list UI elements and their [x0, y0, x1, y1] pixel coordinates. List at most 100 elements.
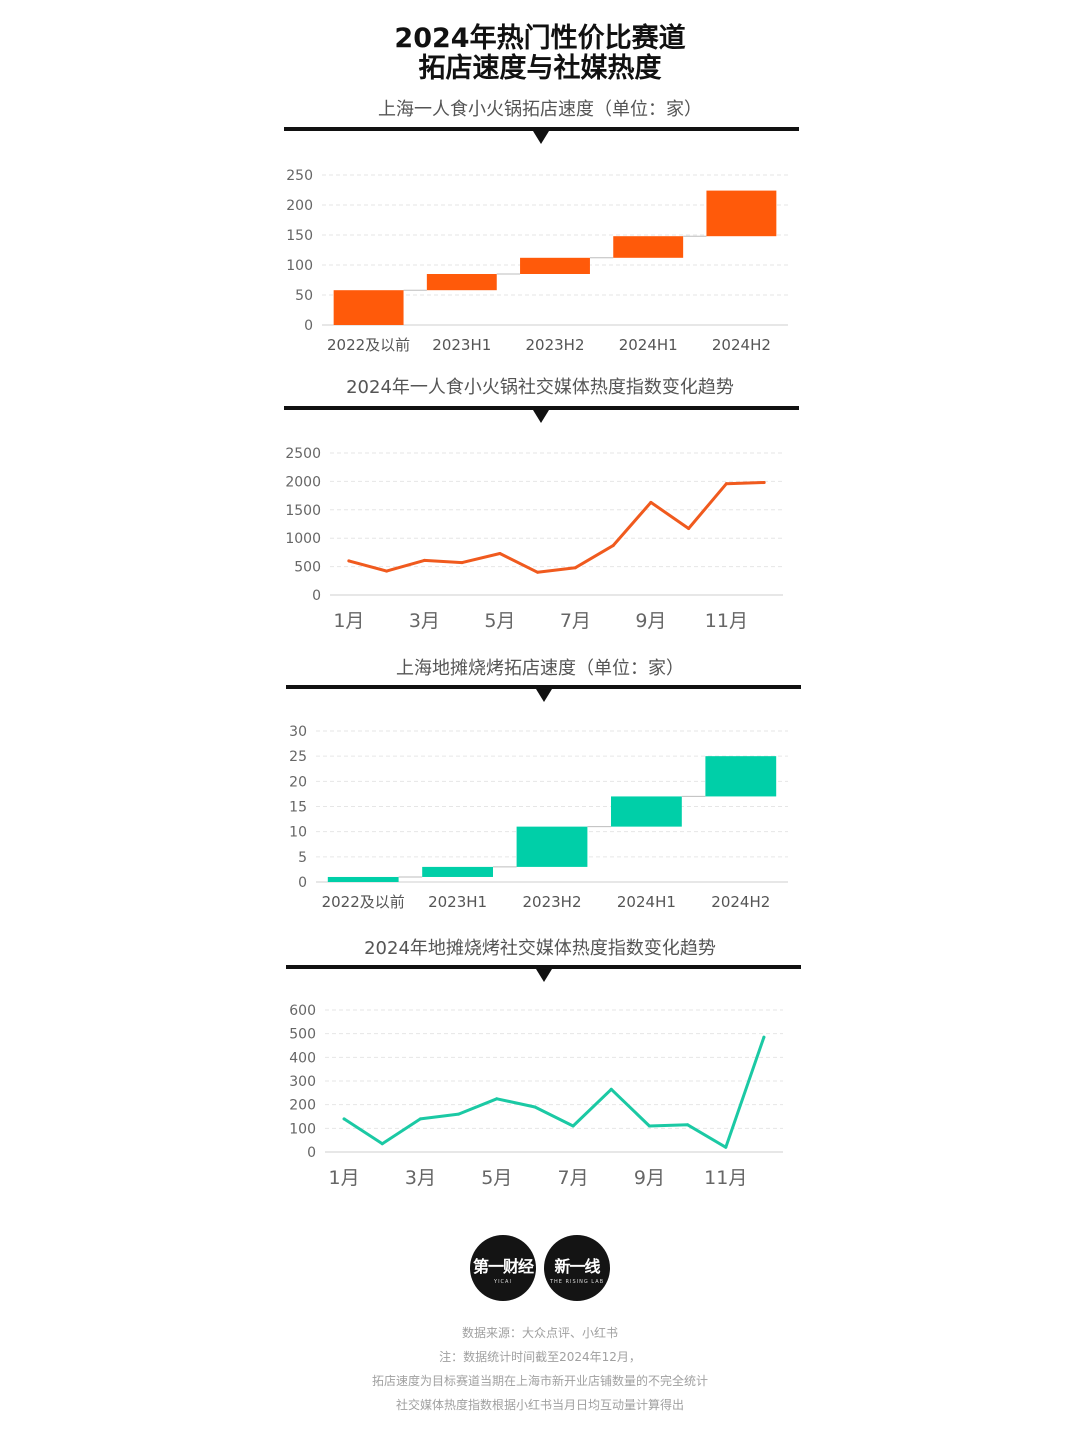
page-title: 2024年热门性价比赛道	[394, 23, 686, 54]
y-tick-label: 300	[289, 1074, 316, 1090]
y-tick-label: 0	[304, 318, 313, 334]
y-tick-label: 2500	[285, 446, 321, 462]
chart3-bbq-store-expansion: 0 5 10 15 20 25 30 2022及以前 2023H1 2023H2 2024H1 202…	[289, 724, 788, 911]
y-tick-label: 0	[298, 875, 307, 891]
waterfall-bar	[705, 756, 777, 797]
x-tick-label: 7月	[558, 1167, 589, 1189]
x-tick-label: 9月	[635, 610, 666, 632]
series-line	[342, 1035, 766, 1149]
y-tick-label: 25	[289, 749, 307, 765]
data-point	[647, 1124, 651, 1128]
footer-note-heat: 社交媒体热度指数根据小红书当月日均互动量计算得出	[395, 1398, 684, 1412]
chart3-divider	[286, 685, 801, 689]
data-point	[571, 1124, 575, 1128]
x-tick-label: 5月	[484, 610, 515, 632]
data-point	[380, 1142, 384, 1146]
footer-note: 注：数据统计时间截至2024年12月，	[439, 1350, 641, 1364]
y-tick-label: 30	[289, 724, 307, 740]
chart2-divider	[284, 406, 799, 410]
y-tick-label: 20	[289, 774, 307, 790]
chart2-pointer-icon	[533, 410, 549, 423]
y-tick-label: 400	[289, 1050, 316, 1066]
waterfall-bar	[327, 876, 399, 882]
x-tick-label: 2023H1	[432, 336, 491, 354]
y-tick-label: 50	[295, 288, 313, 304]
x-tick-label: 3月	[409, 610, 440, 632]
data-point	[724, 1145, 728, 1149]
waterfall-bar	[422, 866, 493, 877]
chart2-title: 2024年一人食小火锅社交媒体热度指数变化趋势	[346, 377, 734, 398]
chart2-hotpot-social-heat: 0 500 1000 1500 2000 2500 1月 3月 5月 7月 9月 11月	[285, 446, 783, 632]
rising-lab-logo-text: 新一线	[554, 1257, 600, 1276]
y-tick-label: 5	[298, 850, 307, 866]
chart3-title: 上海地摊烧烤拓店速度（单位：家）	[396, 658, 684, 679]
x-tick-label: 2024H1	[619, 336, 678, 354]
waterfall-bar	[611, 796, 682, 827]
waterfall-bar	[516, 826, 588, 867]
data-point	[687, 527, 691, 531]
yicai-logo: 第一财经 YICAI	[470, 1235, 536, 1301]
data-point	[342, 1117, 346, 1121]
chart1-title: 上海一人食小火锅拓店速度（单位：家）	[378, 99, 702, 120]
x-tick-label: 2024H2	[712, 336, 771, 354]
x-tick-label: 2023H2	[523, 893, 582, 911]
page-subtitle: 拓店速度与社媒热度	[418, 53, 662, 84]
data-point	[498, 552, 502, 556]
data-point	[536, 570, 540, 574]
data-point	[457, 1112, 461, 1116]
data-point	[460, 561, 464, 565]
data-point	[609, 1087, 613, 1091]
y-tick-label: 500	[289, 1027, 316, 1043]
waterfall-bar	[333, 290, 404, 325]
yicai-logo-subtext: YICAI	[494, 1279, 512, 1285]
data-point	[418, 1117, 422, 1121]
data-point	[385, 569, 389, 573]
x-tick-label: 2023H1	[428, 893, 487, 911]
y-tick-label: 200	[289, 1098, 316, 1114]
y-tick-label: 150	[286, 228, 313, 244]
data-point	[533, 1105, 537, 1109]
data-point	[724, 482, 728, 486]
data-point	[495, 1097, 499, 1101]
y-tick-label: 0	[312, 588, 321, 604]
y-tick-label: 10	[289, 825, 307, 841]
y-tick-label: 2000	[285, 474, 321, 490]
footer-source: 数据来源：大众点评、小红书	[461, 1326, 618, 1340]
chart1-pointer-icon	[533, 131, 549, 144]
chart1-hotpot-store-expansion: 0 50 100 150 200 250 2022及以前 2023H1 2023H2 2024H1…	[286, 168, 788, 354]
x-tick-label: 2023H2	[526, 336, 585, 354]
rising-lab-logo: 新一线 THE RISING LAB	[544, 1235, 610, 1301]
y-tick-label: 250	[286, 168, 313, 184]
y-tick-label: 1500	[285, 503, 321, 519]
data-point	[762, 1035, 766, 1039]
x-tick-label: 7月	[560, 610, 591, 632]
data-point	[611, 544, 615, 548]
y-tick-label: 100	[286, 258, 313, 274]
chart1-divider	[284, 127, 799, 131]
data-point	[649, 500, 653, 504]
data-point	[762, 481, 766, 485]
data-point	[347, 559, 351, 563]
x-tick-label: 11月	[704, 1167, 747, 1189]
footer-note-expansion: 拓店速度为目标赛道当期在上海市新开业店铺数量的不完全统计	[371, 1374, 708, 1388]
waterfall-bar	[706, 190, 777, 237]
waterfall-bar	[613, 236, 684, 258]
y-tick-label: 200	[286, 198, 313, 214]
chart3-pointer-icon	[536, 689, 552, 702]
series-line	[347, 481, 766, 574]
chart4-title: 2024年地摊烧烤社交媒体热度指数变化趋势	[364, 938, 716, 959]
waterfall-bar	[520, 257, 590, 274]
x-tick-label: 9月	[634, 1167, 665, 1189]
data-point	[573, 566, 577, 570]
y-tick-label: 0	[307, 1145, 316, 1161]
chart4-divider	[286, 965, 801, 969]
x-tick-label: 2024H1	[617, 893, 676, 911]
y-tick-label: 500	[294, 560, 321, 576]
data-point	[686, 1123, 690, 1127]
chart4-pointer-icon	[536, 969, 552, 982]
x-tick-label: 2024H2	[711, 893, 770, 911]
x-tick-label: 1月	[333, 610, 364, 632]
y-tick-label: 600	[289, 1003, 316, 1019]
chart4-bbq-social-heat: 0 100 200 300 400 500 600 1月 3月 5月 7月 9月 11月	[289, 1003, 783, 1189]
x-tick-label: 1月	[329, 1167, 360, 1189]
